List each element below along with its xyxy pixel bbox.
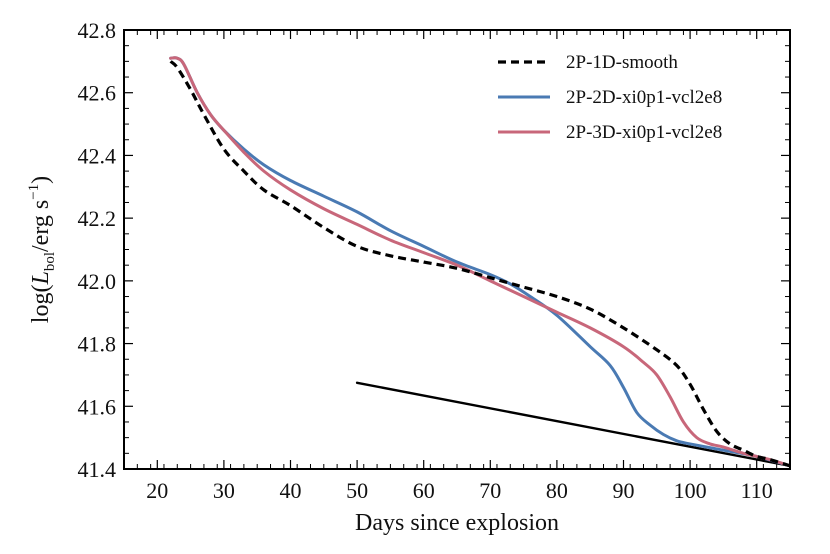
svg-text:log(Lbol/erg s−1): log(Lbol/erg s−1)	[26, 176, 58, 323]
legend-label-1d-smooth: 2P-1D-smooth	[566, 52, 678, 73]
x-tick-label: 40	[280, 478, 302, 503]
series-line-2d	[169, 56, 790, 468]
y-tick-label: 42.6	[78, 81, 117, 106]
x-tick-labels: 20 30 40 50 60 70 80 90 100 110	[146, 478, 772, 503]
reference-line	[355, 381, 790, 468]
legend-label-3d: 2P-3D-xi0p1-vcl2e8	[566, 122, 722, 143]
x-tick-label: 100	[674, 478, 707, 503]
x-tick-label: 70	[479, 478, 501, 503]
y-title-pre: log(	[28, 285, 54, 324]
x-tick-label: 50	[346, 478, 368, 503]
x-tick-label: 90	[613, 478, 635, 503]
y-title-units: /erg s	[28, 200, 54, 252]
series-lines	[169, 56, 790, 468]
x-axis-title: Days since explosion	[355, 510, 559, 536]
y-tick-label: 42.4	[78, 143, 117, 168]
x-tick-label: 110	[741, 478, 773, 503]
x-tick-label: 80	[546, 478, 568, 503]
legend: 2P-1D-smooth 2P-2D-xi0p1-vcl2e8 2P-3D-xi…	[498, 52, 722, 143]
plot-frame	[123, 29, 791, 470]
y-title-subscript: bol	[42, 252, 58, 271]
y-tick-label: 42.0	[78, 269, 117, 294]
x-tick-label: 30	[213, 478, 235, 503]
y-title-superscript: −1	[26, 184, 42, 200]
y-tick-label: 41.4	[78, 457, 117, 482]
y-axis-title: log(Lbol/erg s−1)	[26, 176, 58, 323]
x-tick-label: 20	[146, 478, 168, 503]
x-tick-label: 60	[413, 478, 435, 503]
y-title-symbol: L	[28, 271, 54, 285]
y-tick-labels: 41.4 41.6 41.8 42.0 42.2 42.4 42.6 42.8	[78, 18, 117, 482]
y-tick-label: 41.6	[78, 394, 117, 419]
series-line-3d	[169, 56, 790, 468]
series-line-1d-smooth	[169, 60, 790, 468]
y-tick-label: 42.8	[78, 18, 117, 43]
y-title-post: )	[28, 176, 54, 184]
y-tick-label: 42.2	[78, 206, 117, 231]
legend-label-2d: 2P-2D-xi0p1-vcl2e8	[566, 87, 722, 108]
y-tick-label: 41.8	[78, 332, 117, 357]
